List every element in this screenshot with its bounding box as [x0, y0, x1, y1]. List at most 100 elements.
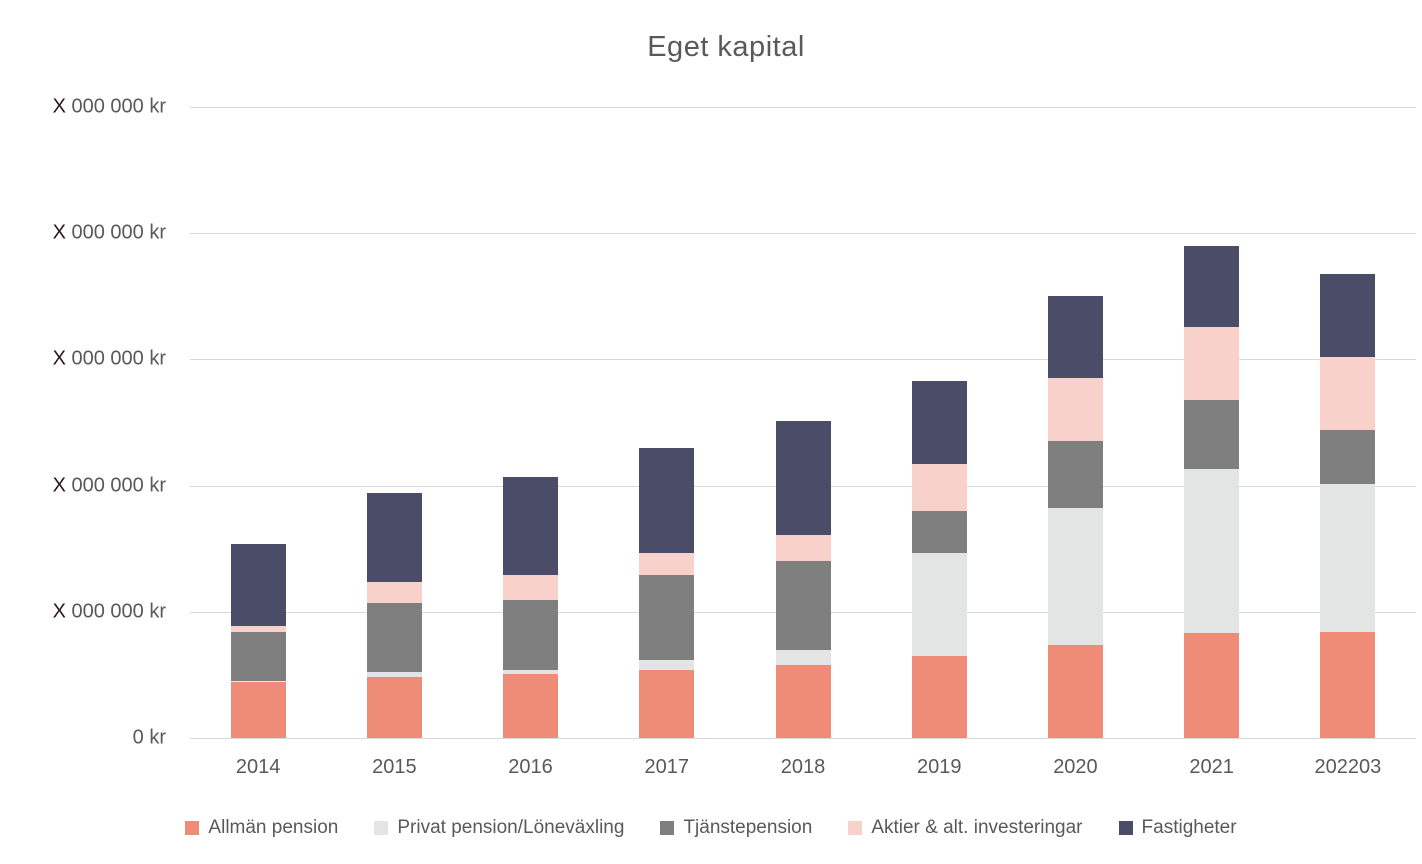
- gridline: [190, 359, 1416, 361]
- bar-segment-tjänstepension[interactable]: [1320, 430, 1376, 485]
- bar-segment-privat-pension-löneväxling[interactable]: [503, 669, 559, 674]
- bar-2018[interactable]: [775, 421, 831, 738]
- bar-2019[interactable]: [911, 380, 967, 738]
- y-axis-label: X 000 000 kr: [53, 222, 166, 245]
- bar-segment-privat-pension-löneväxling[interactable]: [775, 649, 831, 665]
- x-axis-label-202203: 202203: [1314, 756, 1382, 778]
- y-axis-label: X 000 000 kr: [53, 348, 166, 371]
- bar-segment-aktier-alt-investeringar[interactable]: [230, 625, 286, 633]
- bar-2020[interactable]: [1047, 296, 1103, 738]
- bar-segment-allmän-pension[interactable]: [230, 682, 286, 738]
- bar-segment-privat-pension-löneväxling[interactable]: [1047, 508, 1103, 645]
- gridline: [190, 107, 1416, 108]
- bar-segment-aktier-alt-investeringar[interactable]: [503, 575, 559, 601]
- x-axis-label-2015: 2015: [372, 756, 417, 778]
- y-axis-label: X 000 000 kr: [53, 96, 166, 119]
- legend-swatch-aktier-alt-investeringar: [848, 821, 863, 835]
- redacted-digit: X: [52, 347, 66, 370]
- bar-segment-aktier-alt-investeringar[interactable]: [775, 534, 831, 562]
- y-axis-label: X 000 000 kr: [53, 474, 166, 497]
- y-axis-label: X 000 000 kr: [53, 600, 166, 623]
- bar-segment-allmän-pension[interactable]: [1184, 633, 1240, 738]
- y-axis-label: 0 kr: [133, 727, 166, 750]
- bar-segment-allmän-pension[interactable]: [775, 664, 831, 738]
- bar-segment-allmän-pension[interactable]: [366, 677, 422, 738]
- legend-item-allmän-pension[interactable]: Allmän pension: [185, 817, 338, 839]
- x-axis-label-2014: 2014: [235, 756, 281, 778]
- legend-label: Allmän pension: [208, 817, 339, 838]
- bar-segment-privat-pension-löneväxling[interactable]: [230, 681, 286, 683]
- bar-segment-tjänstepension[interactable]: [1047, 441, 1103, 509]
- bar-segment-fastigheter[interactable]: [503, 476, 559, 576]
- redacted-digit: X: [52, 95, 66, 118]
- bar-segment-tjänstepension[interactable]: [1184, 399, 1240, 470]
- legend-label: Aktier & alt. investeringar: [871, 817, 1083, 838]
- bar-segment-fastigheter[interactable]: [366, 493, 422, 582]
- bar-segment-tjänstepension[interactable]: [230, 632, 286, 682]
- bar-segment-fastigheter[interactable]: [1047, 296, 1103, 379]
- bar-segment-fastigheter[interactable]: [1320, 273, 1376, 357]
- legend-swatch-fastigheter: [1118, 821, 1133, 835]
- bar-2014[interactable]: [230, 543, 286, 738]
- bar-segment-aktier-alt-investeringar[interactable]: [1184, 326, 1240, 400]
- x-axis-label-2017: 2017: [644, 756, 690, 778]
- legend-item-tjänstepension[interactable]: Tjänstepension: [660, 817, 812, 839]
- legend-label: Privat pension/Löneväxling: [397, 817, 625, 838]
- legend-swatch-allmän-pension: [185, 821, 200, 835]
- bar-202203[interactable]: [1320, 273, 1376, 738]
- bar-segment-privat-pension-löneväxling[interactable]: [1184, 469, 1240, 634]
- y-axis-label-text: 000 000 kr: [65, 221, 166, 244]
- bar-segment-fastigheter[interactable]: [775, 421, 831, 535]
- bar-segment-allmän-pension[interactable]: [911, 655, 967, 738]
- legend-swatch-privat-pension-löneväxling: [374, 821, 389, 835]
- bar-segment-aktier-alt-investeringar[interactable]: [1320, 356, 1376, 431]
- legend-item-aktier-alt-investeringar[interactable]: Aktier & alt. investeringar: [848, 817, 1083, 839]
- y-axis-label-text: 000 000 kr: [65, 474, 166, 497]
- redacted-digit: X: [52, 474, 66, 497]
- bar-segment-aktier-alt-investeringar[interactable]: [911, 464, 967, 511]
- bar-segment-tjänstepension[interactable]: [503, 600, 559, 670]
- legend-item-privat-pension-löneväxling[interactable]: Privat pension/Löneväxling: [374, 817, 624, 839]
- bar-segment-allmän-pension[interactable]: [503, 673, 559, 738]
- bar-segment-allmän-pension[interactable]: [1047, 644, 1103, 738]
- bar-2017[interactable]: [639, 447, 695, 738]
- y-axis-label-text: 000 000 kr: [65, 347, 166, 370]
- legend-label: Tjänstepension: [683, 817, 813, 838]
- plot-area: [190, 107, 1416, 739]
- bar-segment-allmän-pension[interactable]: [1320, 632, 1376, 738]
- bar-segment-privat-pension-löneväxling[interactable]: [639, 659, 695, 670]
- y-axis-label-text: 000 000 kr: [65, 95, 166, 118]
- legend: Allmän pension Privat pension/Löneväxling…: [0, 817, 1422, 839]
- gridline: [190, 738, 1416, 739]
- redacted-digit: X: [52, 600, 66, 623]
- bar-2015[interactable]: [366, 493, 422, 738]
- bar-2021[interactable]: [1184, 245, 1240, 738]
- bar-segment-aktier-alt-investeringar[interactable]: [366, 581, 422, 603]
- legend-item-fastigheter[interactable]: Fastigheter: [1118, 817, 1237, 839]
- bar-segment-privat-pension-löneväxling[interactable]: [911, 552, 967, 656]
- gridline: [190, 233, 1416, 235]
- x-axis-label-2018: 2018: [780, 756, 826, 778]
- bar-segment-tjänstepension[interactable]: [775, 561, 831, 650]
- bar-segment-allmän-pension[interactable]: [639, 669, 695, 738]
- x-axis-label-2020: 2020: [1053, 756, 1098, 778]
- bar-segment-fastigheter[interactable]: [639, 447, 695, 553]
- legend-swatch-tjänstepension: [660, 821, 675, 835]
- y-axis: X 000 000 kr X 000 000 kr X 000 000 kr X 00…: [0, 96, 166, 749]
- bar-segment-fastigheter[interactable]: [911, 380, 967, 465]
- bar-segment-fastigheter[interactable]: [1184, 245, 1240, 327]
- bar-segment-privat-pension-löneväxling[interactable]: [366, 672, 422, 678]
- bar-segment-aktier-alt-investeringar[interactable]: [639, 552, 695, 576]
- x-axis: 2014 2015 2016 2017 2018 2019 2020 2021 202203: [190, 756, 1416, 786]
- bar-2016[interactable]: [503, 476, 559, 738]
- bar-segment-tjänstepension[interactable]: [366, 602, 422, 673]
- bar-segment-fastigheter[interactable]: [230, 543, 286, 626]
- bar-segment-tjänstepension[interactable]: [639, 575, 695, 660]
- legend-label: Fastigheter: [1141, 817, 1237, 838]
- bar-segment-tjänstepension[interactable]: [911, 510, 967, 553]
- bar-segment-aktier-alt-investeringar[interactable]: [1047, 378, 1103, 442]
- x-axis-label-2016: 2016: [508, 756, 553, 778]
- y-axis-label-text: 000 000 kr: [65, 600, 166, 623]
- bar-segment-privat-pension-löneväxling[interactable]: [1320, 484, 1376, 632]
